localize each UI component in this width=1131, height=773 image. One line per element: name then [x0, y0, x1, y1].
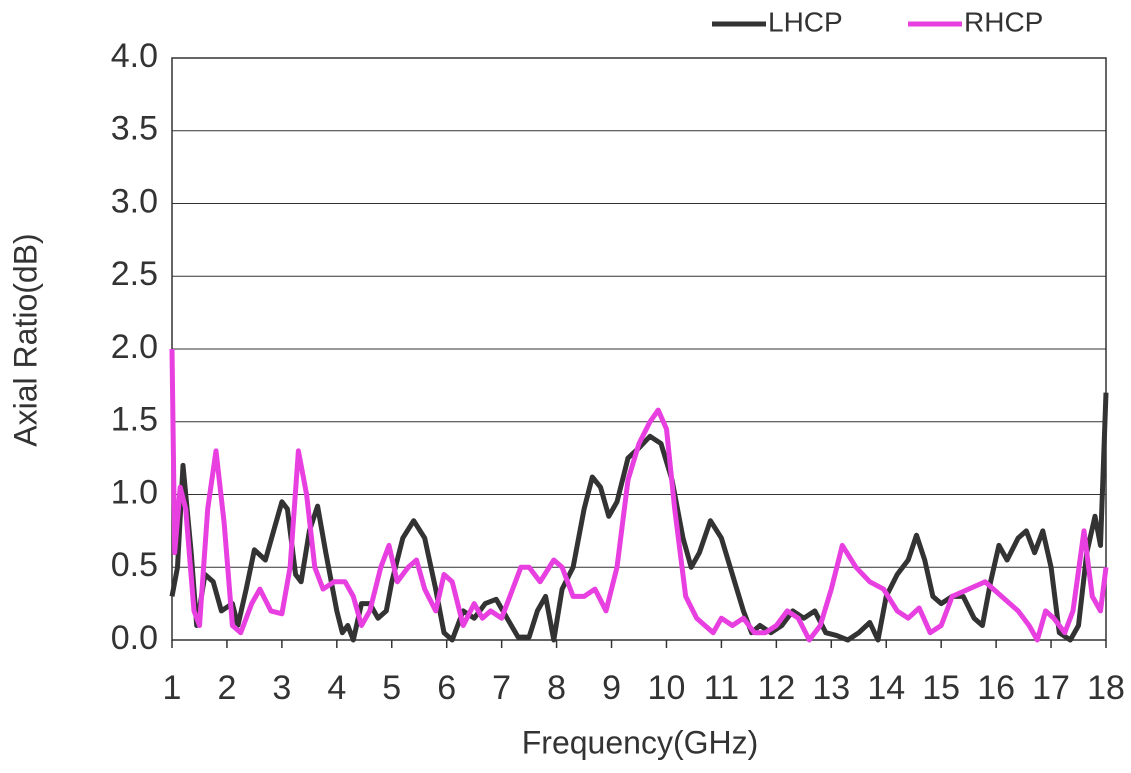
y-tick-label: 1.5: [111, 401, 158, 439]
y-tick-label: 0.5: [111, 546, 158, 584]
y-tick-label: 3.0: [111, 182, 158, 220]
y-tick-label: 3.5: [111, 110, 158, 148]
x-tick-label: 16: [977, 669, 1015, 707]
series-line: [169, 348, 1109, 643]
y-tick-label: 2.0: [111, 328, 158, 366]
legend-label: RHCP: [964, 6, 1043, 37]
y-tick-label: 2.5: [111, 255, 158, 293]
x-tick-label: 14: [867, 669, 905, 707]
x-tick-label: 15: [922, 669, 960, 707]
x-tick-label: 2: [217, 669, 236, 707]
x-tick-label: 7: [492, 669, 511, 707]
x-tick-label: 18: [1087, 669, 1125, 707]
x-tick-label: 8: [547, 669, 566, 707]
x-tick-label: 13: [812, 669, 850, 707]
y-axis-label: Axial Ratio(dB): [7, 233, 43, 446]
y-tick-label: 4.0: [111, 37, 158, 75]
legend-label: LHCP: [768, 6, 843, 37]
x-tick-label: 5: [382, 669, 401, 707]
series-line: [169, 392, 1109, 643]
x-tick-label: 9: [602, 669, 621, 707]
x-axis-label: Frequency(GHz): [522, 724, 759, 760]
x-tick-label: 11: [704, 669, 739, 707]
x-tick-label: 17: [1032, 669, 1070, 707]
y-tick-label: 0.0: [111, 619, 158, 657]
x-tick-label: 12: [757, 669, 795, 707]
x-tick-label: 6: [437, 669, 456, 707]
x-tick-label: 4: [327, 669, 346, 707]
x-tick-label: 1: [163, 669, 182, 707]
x-tick-label: 3: [272, 669, 291, 707]
y-tick-label: 1.0: [111, 473, 158, 511]
x-tick-label: 10: [648, 669, 686, 707]
